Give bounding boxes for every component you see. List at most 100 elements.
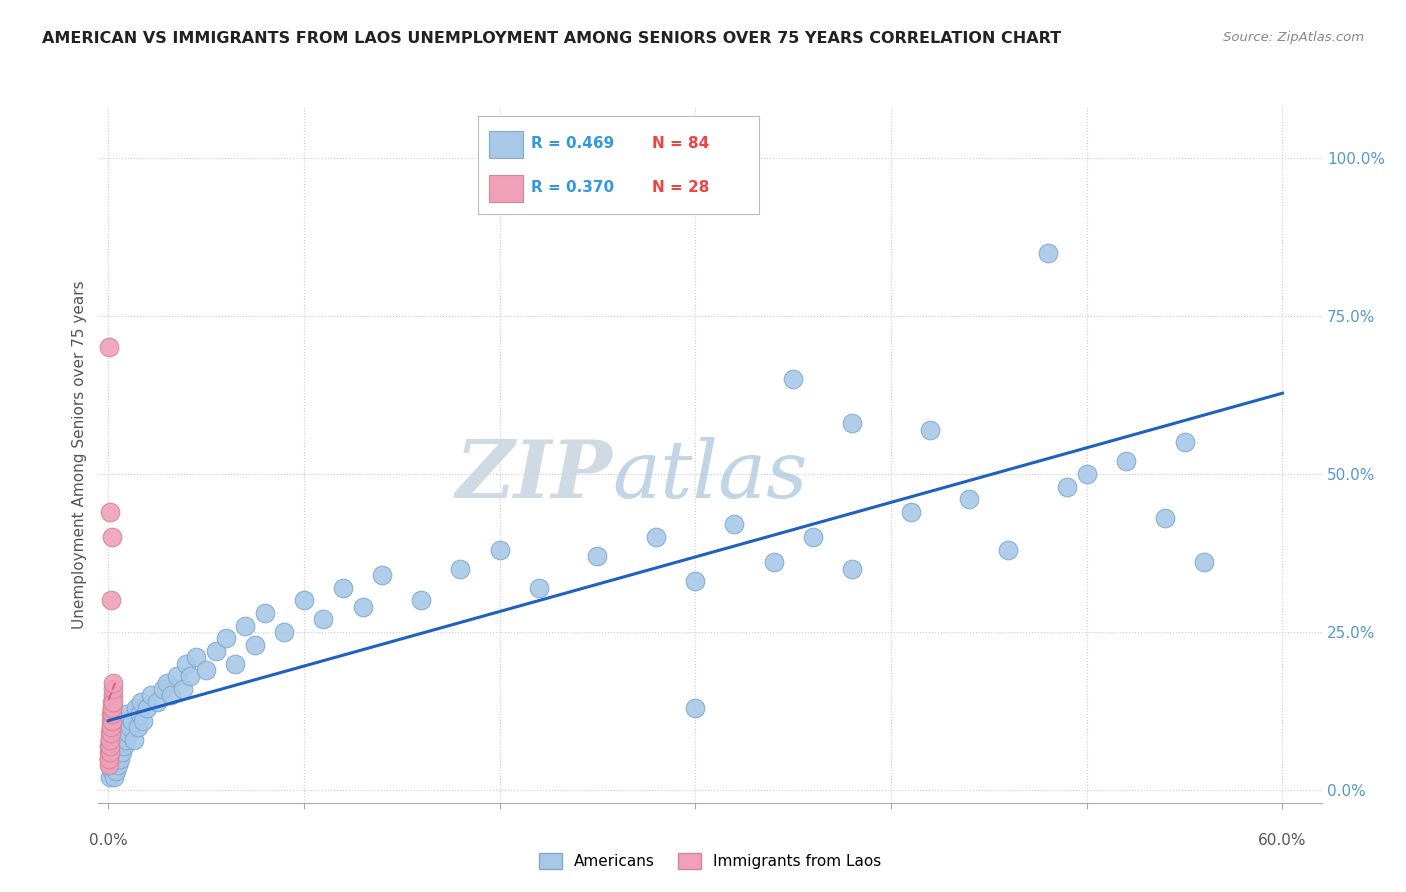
Text: 60.0%: 60.0% [1258,833,1306,848]
Point [723,517,745,532]
Point [128,707,150,722]
Point [586,549,609,563]
Point [273,625,295,640]
Point [101,751,124,765]
Point [132,714,155,728]
Text: atlas: atlas [612,437,807,515]
Text: 0.0%: 0.0% [89,833,128,848]
Point [98,751,121,765]
Point [1154,511,1177,525]
Point [900,505,922,519]
Point [124,701,146,715]
Point [101,530,124,544]
Point [685,574,707,589]
Point [103,771,125,785]
Point [1115,454,1137,468]
Point [98,726,121,740]
Point [152,681,174,696]
Point [685,701,707,715]
Point [253,606,276,620]
Point [292,593,315,607]
Point [97,751,120,765]
Point [101,707,124,722]
Point [98,757,121,772]
Point [214,632,236,646]
Point [112,714,135,728]
Point [160,688,183,702]
Point [101,695,124,709]
Point [841,562,863,576]
Point [98,745,121,759]
Point [114,732,136,747]
Point [103,745,125,759]
Point [114,707,136,722]
Point [105,720,128,734]
Point [957,492,980,507]
Point [101,720,124,734]
Y-axis label: Unemployment Among Seniors over 75 years: Unemployment Among Seniors over 75 years [72,281,87,629]
Point [645,530,668,544]
Point [107,714,129,728]
Point [100,593,122,607]
Point [108,732,131,747]
Point [179,669,201,683]
Point [107,739,129,753]
Point [156,675,179,690]
Text: AMERICAN VS IMMIGRANTS FROM LAOS UNEMPLOYMENT AMONG SENIORS OVER 75 YEARS CORREL: AMERICAN VS IMMIGRANTS FROM LAOS UNEMPLO… [42,31,1062,46]
Point [97,757,120,772]
Point [352,599,374,614]
Point [100,707,122,722]
Point [98,505,121,519]
Point [101,688,124,702]
Point [920,423,942,437]
Bar [489,130,523,158]
Point [100,714,122,728]
Point [111,745,134,759]
Point [100,701,122,715]
Point [117,726,139,740]
Point [101,681,124,696]
Point [1036,245,1059,260]
Point [1192,556,1215,570]
Point [107,757,129,772]
Point [1056,479,1078,493]
Point [101,764,124,779]
Point [136,701,159,715]
Point [98,771,121,785]
Point [233,618,256,632]
Text: N = 28: N = 28 [652,179,710,194]
Point [411,593,433,607]
Point [1076,467,1098,481]
Point [105,739,128,753]
Point [121,714,143,728]
Point [371,568,394,582]
Point [108,751,131,765]
Text: Source: ZipAtlas.com: Source: ZipAtlas.com [1223,31,1364,45]
Point [100,720,122,734]
Point [762,556,785,570]
Point [98,732,121,747]
Point [98,745,121,759]
Text: R = 0.370: R = 0.370 [531,179,614,194]
Point [450,562,472,576]
Point [101,739,124,753]
Point [101,701,124,715]
Point [997,542,1019,557]
Point [801,530,824,544]
Point [105,764,128,779]
Point [1174,435,1197,450]
Point [98,732,121,747]
Point [186,650,208,665]
Bar [489,175,523,202]
Point [141,688,163,702]
Legend: Americans, Immigrants from Laos: Americans, Immigrants from Laos [533,847,887,875]
Point [98,732,121,747]
Point [118,720,141,734]
Point [782,372,804,386]
Point [112,739,135,753]
Point [243,638,266,652]
Point [146,695,169,709]
Point [98,739,121,753]
Point [172,681,194,696]
Point [127,720,149,734]
